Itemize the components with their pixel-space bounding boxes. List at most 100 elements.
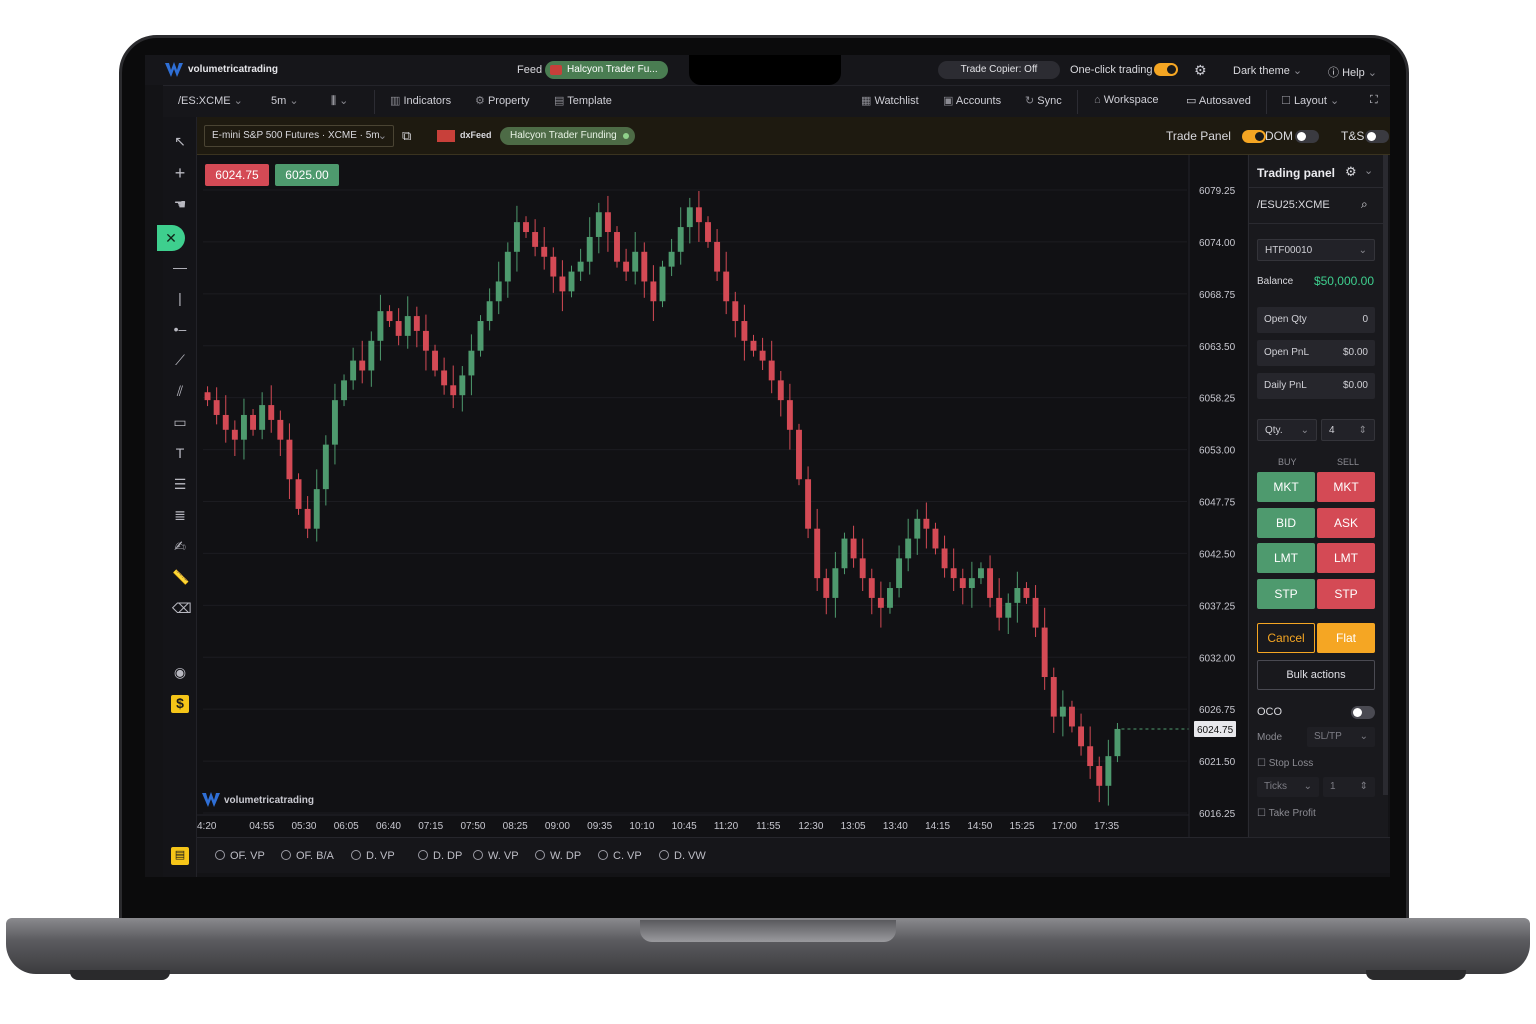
mode-select[interactable]: SL/TP ⌄ <box>1307 727 1375 747</box>
fullscreen-icon[interactable]: ⛶ <box>1370 94 1378 106</box>
stop-loss-checkbox[interactable]: ☐ Stop Loss <box>1257 758 1314 769</box>
fib-extension-icon[interactable]: ≣ <box>174 507 186 523</box>
candle-body <box>477 321 484 351</box>
candle-body <box>422 330 429 351</box>
indicator-toggle-5[interactable]: W. DP <box>535 850 581 862</box>
indicator-toggle-7[interactable]: D. VW <box>659 850 706 862</box>
trend-line-icon[interactable]: ⟋ <box>175 352 185 368</box>
rectangle-icon[interactable]: ▭ <box>173 414 187 430</box>
candle-body <box>523 222 529 233</box>
qty-type-label: Qty. <box>1265 425 1283 436</box>
ask-price-badge[interactable]: 6025.00 <box>275 164 339 186</box>
sell-limit-button[interactable]: LMT <box>1317 543 1375 573</box>
channel-icon[interactable]: ⫽ <box>176 383 184 399</box>
one-click-toggle[interactable] <box>1154 63 1178 76</box>
sync-icon: ↻ <box>1025 95 1035 107</box>
theme-label: Dark theme <box>1233 65 1290 77</box>
feed-account-pill[interactable]: Halcyon Trader Fu... <box>545 61 668 79</box>
indicator-toggle-6[interactable]: C. VP <box>598 850 642 862</box>
chart-type-selector[interactable]: ⫼ ⌄ <box>331 94 348 108</box>
price-chart[interactable]: 6079.25 6074.00 6068.75 6063.50 6058.25 6053.… <box>197 155 1247 837</box>
cancel-orders-button[interactable]: Cancel <box>1257 623 1315 653</box>
buy-market-button[interactable]: MKT <box>1257 472 1315 502</box>
panel-settings-gear-icon[interactable]: ⚙ <box>1345 164 1357 179</box>
ruler-icon[interactable]: 📏 <box>172 569 190 585</box>
trade-panel-toggle[interactable] <box>1242 130 1266 143</box>
sell-ask-button[interactable]: ASK <box>1317 508 1375 538</box>
indicator-toggle-4[interactable]: W. VP <box>473 850 519 862</box>
help-label: Help <box>1342 67 1365 79</box>
candle-body <box>204 392 211 401</box>
candle-body <box>1059 706 1066 717</box>
account-select[interactable]: HTF00010 ⌄ <box>1257 239 1375 261</box>
panel-symbol[interactable]: /ESU25:XCME <box>1257 199 1330 211</box>
eraser-icon[interactable]: ⌫ <box>172 600 192 616</box>
vertical-line-icon[interactable]: | <box>178 290 182 306</box>
search-icon[interactable]: ⌕ <box>1361 197 1368 211</box>
theme-select[interactable]: Dark theme ⌄ <box>1233 64 1302 77</box>
hand-pan-icon[interactable]: ☚ <box>173 196 187 212</box>
workspace-button[interactable]: ⌂ Workspace <box>1094 94 1159 106</box>
crosshair-icon[interactable]: + <box>174 163 186 183</box>
trade-panel-label: Trade Panel <box>1166 129 1231 143</box>
dollar-icon[interactable]: $ <box>171 695 189 713</box>
external-link-icon[interactable]: ⧉ <box>402 128 412 143</box>
divider <box>1249 187 1388 188</box>
ts-toggle[interactable] <box>1365 130 1389 143</box>
cursor-arrow-icon[interactable]: ↖ <box>174 133 186 149</box>
horizontal-ray-icon[interactable]: •– <box>173 321 187 337</box>
sell-stop-button[interactable]: STP <box>1317 579 1375 609</box>
take-profit-checkbox[interactable]: ☐ Take Profit <box>1257 808 1316 819</box>
quantity-stepper[interactable]: 4 ⇕ <box>1321 419 1375 441</box>
bid-price-badge[interactable]: 6024.75 <box>205 164 269 186</box>
ticks-stepper[interactable]: 1 ⇕ <box>1323 777 1375 797</box>
fibonacci-icon[interactable]: ☰ <box>173 476 187 492</box>
sell-market-button[interactable]: MKT <box>1317 472 1375 502</box>
connection-status-dot <box>622 133 629 139</box>
flat-position-button[interactable]: Flat <box>1317 623 1375 653</box>
help-menu[interactable]: ⓘ Help ⌄ <box>1328 64 1377 80</box>
horizontal-line-icon[interactable]: — <box>173 259 187 275</box>
settings-gear-icon[interactable]: ⚙ <box>1194 62 1207 78</box>
buy-limit-button[interactable]: LMT <box>1257 543 1315 573</box>
signature-icon[interactable]: ✍ <box>174 538 186 554</box>
oco-toggle[interactable] <box>1351 706 1375 719</box>
indicator-toggle-0[interactable]: OF. VP <box>215 850 265 862</box>
candlestick-chart[interactable]: 6079.25 6074.00 6068.75 6063.50 6058.25 6053.… <box>197 155 1247 837</box>
candle-body <box>231 429 238 440</box>
buy-bid-button[interactable]: BID <box>1257 508 1315 538</box>
bulk-actions-button[interactable]: Bulk actions <box>1257 660 1375 690</box>
feed-label: Feed <box>517 64 543 76</box>
indicator-toggle-2[interactable]: D. VP <box>351 850 395 862</box>
accounts-button[interactable]: ▣ Accounts <box>943 94 1001 107</box>
visibility-eye-icon[interactable]: ◉ <box>173 664 187 680</box>
indicator-toggle-1[interactable]: OF. B/A <box>281 850 334 862</box>
layout-selector[interactable]: ☐ Layout ⌄ <box>1281 94 1339 107</box>
property-button[interactable]: ⚙ Property <box>475 94 530 107</box>
stepper-arrows-icon[interactable]: ⇕ <box>1358 425 1367 436</box>
x-tick-label: 07:50 <box>460 821 485 832</box>
chevron-down-icon[interactable]: ⌄ <box>1364 165 1374 177</box>
indicators-button[interactable]: ▥ Indicators <box>390 94 451 107</box>
indicator-toggle-3[interactable]: D. DP <box>418 850 462 862</box>
watchlist-button[interactable]: ▦ Watchlist <box>861 94 919 107</box>
candle-body <box>1014 588 1021 603</box>
sell-column-label: SELL <box>1337 457 1360 467</box>
template-button[interactable]: ▤ Template <box>554 94 612 107</box>
close-drawing-icon[interactable]: ✕ <box>157 225 185 251</box>
trade-copier-pill[interactable]: Trade Copier: Off <box>938 61 1060 79</box>
panel-toggle-icon[interactable]: ▤ <box>171 847 189 865</box>
sync-button[interactable]: ↻ Sync <box>1025 94 1062 107</box>
qty-type-select[interactable]: Qty. ⌄ <box>1257 419 1317 441</box>
chevron-down-icon: ⌄ <box>233 95 243 107</box>
open-pnl-row: Open PnL $0.00 <box>1257 340 1375 366</box>
account-pill[interactable]: Halcyon Trader Funding <box>500 127 635 145</box>
dom-toggle[interactable] <box>1295 130 1319 143</box>
panel-scrollbar[interactable] <box>1383 155 1388 795</box>
text-tool-icon[interactable]: T <box>175 445 185 461</box>
ticks-select[interactable]: Ticks ⌄ <box>1257 777 1319 797</box>
buy-stop-button[interactable]: STP <box>1257 579 1315 609</box>
instrument-selector[interactable]: E-mini S&P 500 Futures · XCME · 5m ⌄ <box>204 125 394 147</box>
timeframe-selector[interactable]: 5m ⌄ <box>271 94 299 107</box>
symbol-selector[interactable]: /ES:XCME ⌄ <box>178 94 243 107</box>
